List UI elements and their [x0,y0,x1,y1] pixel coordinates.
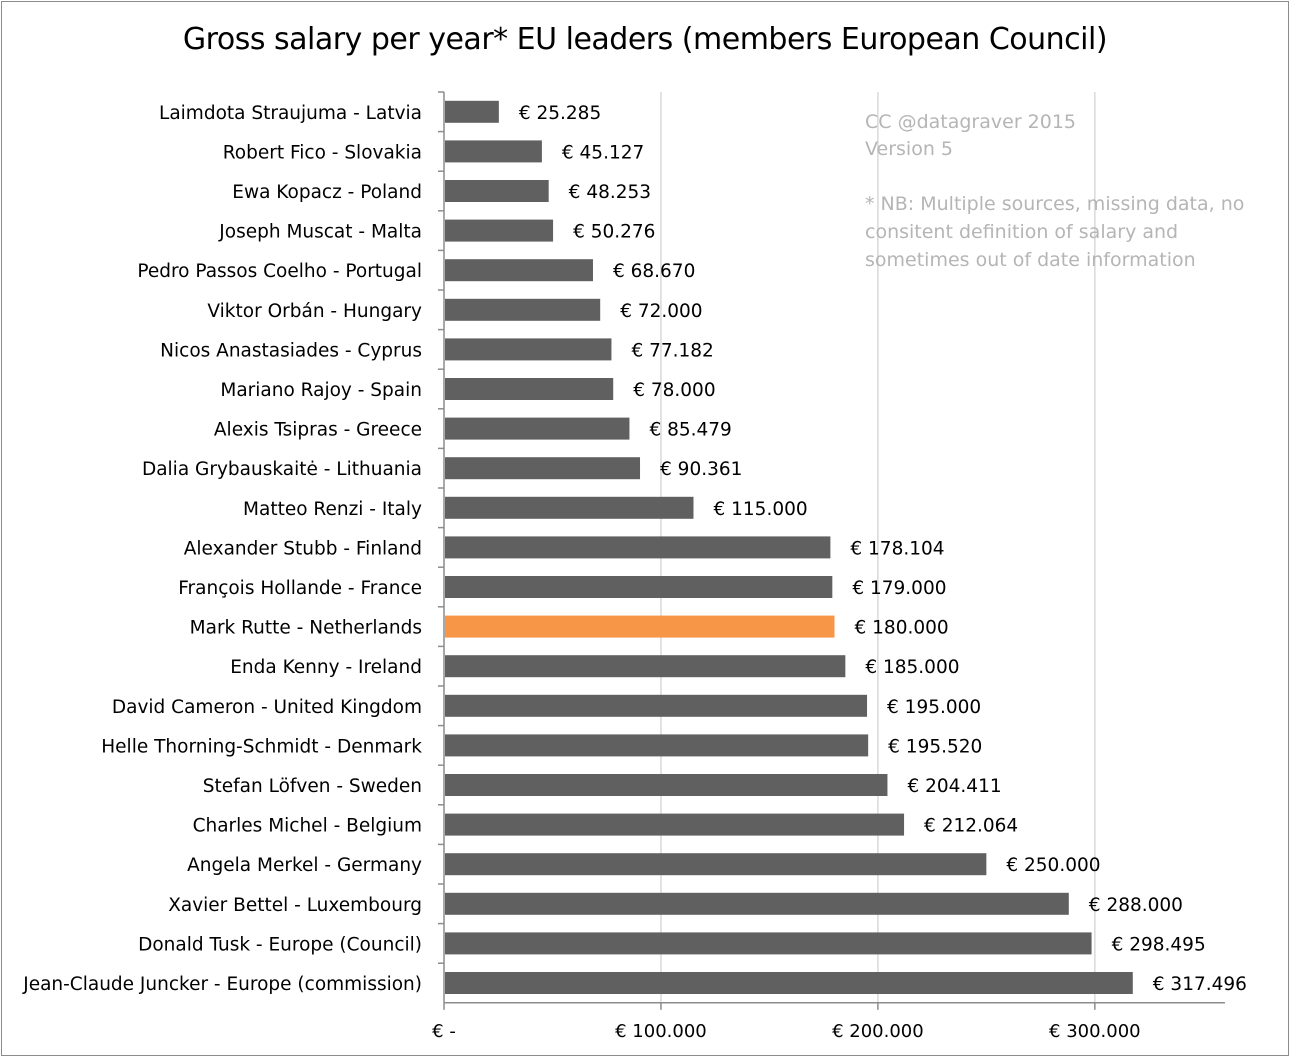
category-label: Mark Rutte - Netherlands [190,618,422,639]
credit-note: CC @datagraver 2015 [865,111,1077,133]
category-label: Alexander Stubb - Finland [184,538,422,559]
bar [445,972,1133,994]
bar [445,932,1092,955]
data-label: € 195.520 [888,736,982,757]
data-label: € 72.000 [620,301,702,322]
bar [445,853,987,876]
bar [445,496,694,519]
data-label: € 115.000 [713,499,807,520]
bar [445,892,1069,915]
category-label: Donald Tusk - Europe (Council) [138,934,422,955]
bar [445,140,542,163]
category-label: Robert Fico - Slovakia [223,142,422,163]
category-label: Enda Kenny - Ireland [230,657,422,678]
data-label: € 185.000 [865,657,959,678]
category-label: Dalia Grybauskaitė - Lithuania [142,459,422,480]
bar [445,615,835,638]
bar [445,338,612,361]
data-label: € 85.479 [649,420,731,441]
bar [445,378,614,400]
category-label: Nicos Anastasiades - Cyprus [160,340,422,361]
x-tick-label: € - [432,1021,456,1042]
x-tick-label: € 300.000 [1049,1021,1141,1042]
category-label: Jean-Claude Juncker - Europe (commission… [22,974,422,995]
bar [445,298,601,321]
data-label: € 317.496 [1153,974,1247,995]
data-label: € 90.361 [660,459,742,480]
category-label: Angela Merkel - Germany [187,855,422,876]
bar [445,219,554,242]
data-label: € 78.000 [633,380,715,401]
bar [445,694,868,717]
bar [445,259,593,282]
chart-title: Gross salary per year* EU leaders (membe… [182,22,1108,57]
bar [445,813,905,836]
x-tick-label: € 100.000 [615,1021,707,1042]
data-label: € 298.495 [1112,934,1206,955]
data-label: € 178.104 [850,538,944,559]
data-label: € 25.285 [519,103,601,124]
category-label: Laimdota Straujuma - Latvia [159,103,422,124]
category-label: David Cameron - United Kingdom [112,697,422,718]
category-label: Viktor Orbán - Hungary [207,301,422,322]
category-label: Mariano Rajoy - Spain [220,380,422,401]
category-label: Ewa Kopacz - Poland [232,182,422,203]
category-label: Pedro Passos Coelho - Portugal [137,261,422,282]
category-label: François Hollande - France [178,578,422,599]
bar [445,655,846,678]
category-label: Helle Thorning-Schmidt - Denmark [101,736,422,757]
bar [445,100,499,123]
bar [445,457,641,480]
data-label: € 180.000 [855,618,949,639]
category-label: Stefan Löfven - Sweden [203,776,422,797]
x-tick-label: € 200.000 [832,1021,924,1042]
version-note: Version 5 [865,138,953,160]
bar [445,536,831,559]
bar [445,417,630,440]
data-label: € 204.411 [907,776,1001,797]
category-label: Xavier Bettel - Luxembourg [168,895,422,916]
category-label: Charles Michel - Belgium [193,816,422,837]
data-label: € 179.000 [852,578,946,599]
data-label: € 250.000 [1006,855,1100,876]
data-label: € 195.000 [887,697,981,718]
bar [445,774,888,796]
category-label: Matteo Renzi - Italy [243,499,422,520]
footnote-line-1: * NB: Multiple sources, missing data, no [865,193,1245,215]
footnote-line-2: consitent definition of salary and [865,221,1179,243]
data-label: € 77.182 [631,340,713,361]
category-label: Alexis Tsipras - Greece [214,420,422,441]
data-label: € 288.000 [1089,895,1183,916]
bar [445,180,549,202]
data-label: € 45.127 [562,142,644,163]
category-label: Joseph Muscat - Malta [218,222,422,243]
footnote-line-3: sometimes out of date information [865,249,1196,271]
data-label: € 50.276 [573,222,655,243]
bar [445,734,869,757]
bar [445,576,833,598]
data-label: € 68.670 [613,261,695,282]
data-label: € 48.253 [569,182,651,203]
data-label: € 212.064 [924,816,1018,837]
